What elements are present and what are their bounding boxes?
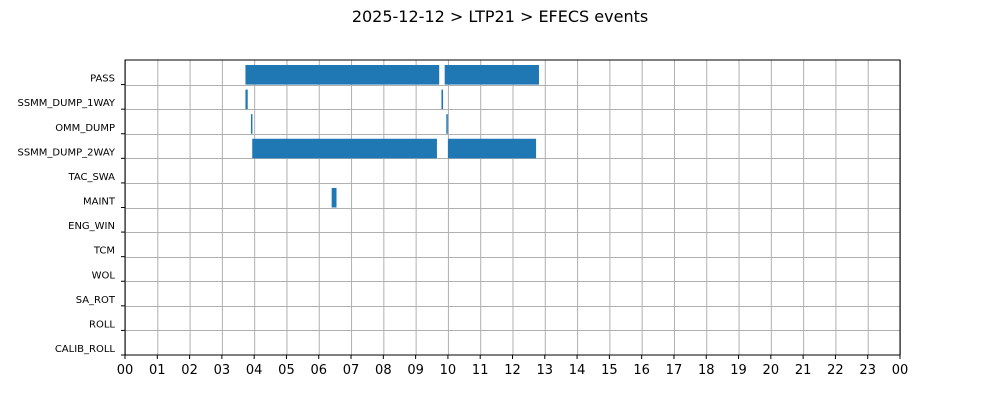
x-tick-label: 10 [440,363,457,378]
y-tick-label: MAINT [83,197,116,208]
event-bar-omm-dump [446,114,448,134]
y-tick-label: ROLL [89,319,115,330]
x-tick-label: 11 [472,363,489,378]
x-tick-label: 00 [892,363,909,378]
x-tick-label: 08 [375,363,392,378]
x-tick-label: 18 [698,363,715,378]
x-tick-label: 21 [795,363,812,378]
event-bar-omm-dump [250,114,253,134]
y-tick-label: PASS [90,74,115,85]
y-tick-label: WOL [92,270,116,281]
y-tick-label: TAC_SWA [67,172,115,183]
x-tick-label: 05 [278,363,295,378]
x-tick-label: 02 [181,363,198,378]
x-tick-label: 23 [859,363,876,378]
x-tick-label: 06 [310,363,327,378]
y-tick-label: SSMM_DUMP_1WAY [17,98,115,109]
event-bar-pass [245,65,440,85]
x-tick-label: 17 [666,363,683,378]
y-axis: PASS SSMM_DUMP_1WAY OMM_DUMP SSMM_DUMP_2WAY… [17,74,125,356]
x-axis: 00 01 02 03 04 05 06 07 08 09 10 11 12 13 14 15 16 17 18 19… [117,355,909,378]
x-tick-label: 15 [601,363,618,378]
event-bar-ssmm-dump-1way [441,89,444,110]
x-tick-label: 19 [730,363,747,378]
x-tick-label: 07 [343,363,360,378]
x-tick-label: 13 [537,363,554,378]
event-bar-maint [331,187,337,208]
x-tick-label: 12 [504,363,521,378]
y-tick-label: SSMM_DUMP_2WAY [17,147,115,158]
grid-layer [125,60,901,355]
y-tick-label: SA_ROT [76,295,116,306]
x-tick-label: 01 [149,363,166,378]
event-bar-pass [444,65,539,85]
x-tick-label: 09 [407,363,424,378]
event-bar-ssmm-dump-2way [252,138,437,159]
y-tick-label: OMM_DUMP [55,123,115,134]
x-tick-label: 03 [214,363,231,378]
y-tick-label: ENG_WIN [68,221,115,232]
event-bar-ssmm-dump-1way [245,89,248,110]
y-tick-label: CALIB_ROLL [55,344,116,355]
x-tick-label: 04 [246,363,263,378]
x-tick-label: 14 [569,363,586,378]
event-bar-ssmm-dump-2way [447,138,537,159]
bar-layer [245,65,539,208]
x-tick-label: 00 [117,363,134,378]
x-tick-label: 22 [827,363,844,378]
x-tick-label: 16 [633,363,650,378]
x-tick-label: 20 [763,363,780,378]
y-tick-label: TCM [93,246,115,257]
chart-title: 2025-12-12 > LTP21 > EFECS events [352,7,648,26]
